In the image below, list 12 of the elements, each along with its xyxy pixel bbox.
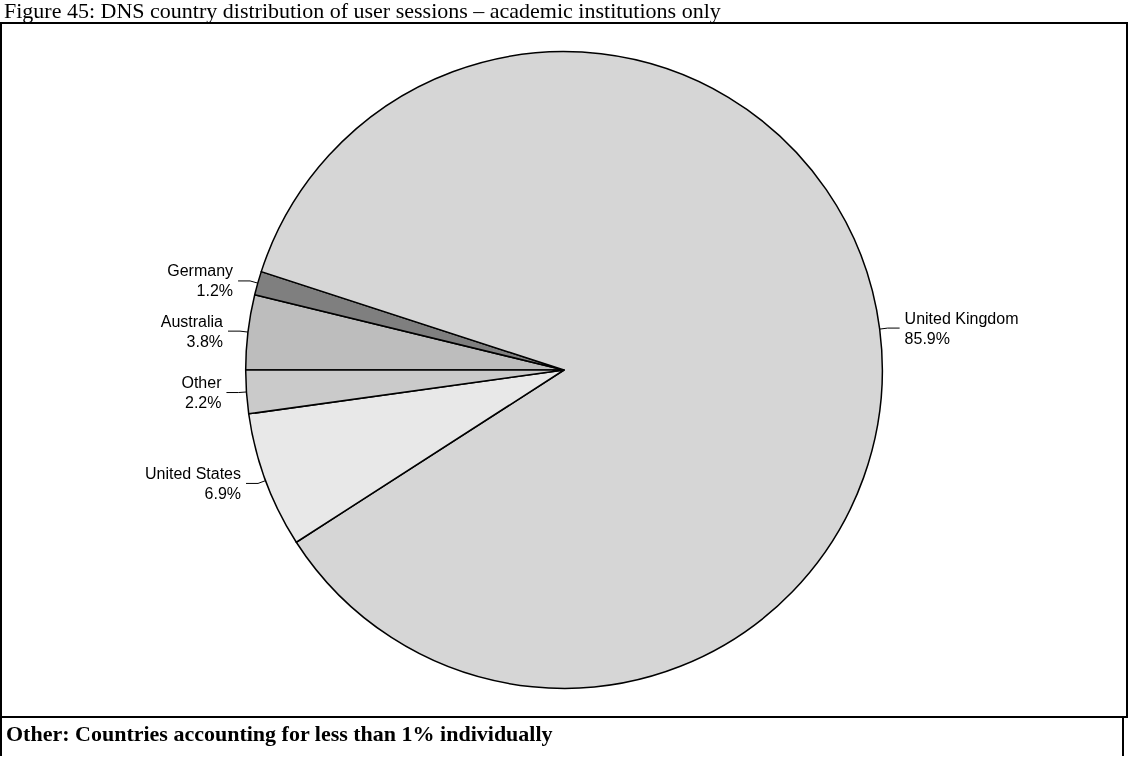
slice-label: Germany	[167, 262, 234, 280]
data-label: 1.2%	[196, 282, 234, 300]
text: Other: Countries accounting for less than 1% individually	[6, 721, 553, 746]
data-label: 85.9%	[904, 329, 950, 347]
slice-label: United Kingdom	[904, 309, 1019, 327]
slice-label: Australia	[160, 312, 224, 330]
chart-title: Figure 45: DNS country distribution of user sessions – academic institutions only	[3, 0, 722, 23]
slice-label: Other	[181, 374, 223, 392]
slice-label: United States	[144, 464, 242, 482]
data-label: 3.8%	[186, 332, 223, 350]
data-label: 6.9%	[204, 484, 242, 502]
data-label: 2.2%	[184, 394, 222, 412]
